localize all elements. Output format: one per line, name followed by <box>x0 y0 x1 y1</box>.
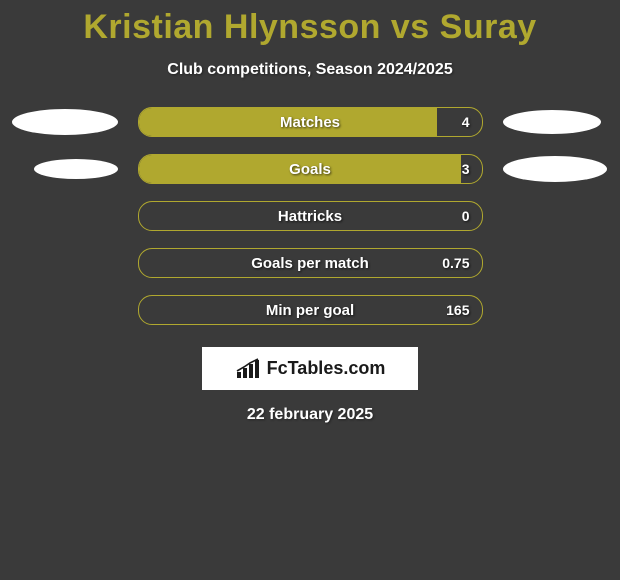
stats-list: Matches4Goals3Hattricks0Goals per match0… <box>0 107 620 325</box>
left-marker <box>34 159 118 179</box>
right-marker <box>503 110 601 134</box>
stat-row: Min per goal165 <box>0 295 620 325</box>
left-marker-empty <box>8 216 118 217</box>
stat-value: 4 <box>462 108 470 136</box>
stat-bar: Goals per match0.75 <box>138 248 483 278</box>
stat-bar: Matches4 <box>138 107 483 137</box>
stat-row: Matches4 <box>0 107 620 137</box>
stat-label: Hattricks <box>139 202 482 230</box>
stat-bar: Min per goal165 <box>138 295 483 325</box>
brand-badge[interactable]: FcTables.com <box>202 347 418 390</box>
page-title: Kristian Hlynsson vs Suray <box>0 8 620 47</box>
stat-value: 0 <box>462 202 470 230</box>
bars-icon <box>235 358 263 380</box>
left-marker-empty <box>8 263 118 264</box>
stat-value: 3 <box>462 155 470 183</box>
right-marker-empty <box>503 310 613 311</box>
subtitle: Club competitions, Season 2024/2025 <box>0 61 620 79</box>
stat-label: Goals <box>139 155 482 183</box>
stat-bar: Goals3 <box>138 154 483 184</box>
stat-row: Goals per match0.75 <box>0 248 620 278</box>
stat-value: 0.75 <box>442 249 469 277</box>
right-marker <box>503 156 607 182</box>
brand-text: FcTables.com <box>267 358 386 379</box>
stat-value: 165 <box>446 296 469 324</box>
comparison-panel: Kristian Hlynsson vs Suray Club competit… <box>0 0 620 424</box>
stat-label: Goals per match <box>139 249 482 277</box>
stat-label: Matches <box>139 108 482 136</box>
stat-bar: Hattricks0 <box>138 201 483 231</box>
stat-row: Hattricks0 <box>0 201 620 231</box>
right-marker-empty <box>503 263 613 264</box>
stat-label: Min per goal <box>139 296 482 324</box>
date-label: 22 february 2025 <box>0 406 620 424</box>
left-marker <box>12 109 118 135</box>
right-marker-empty <box>503 216 613 217</box>
left-marker-empty <box>8 310 118 311</box>
stat-row: Goals3 <box>0 154 620 184</box>
